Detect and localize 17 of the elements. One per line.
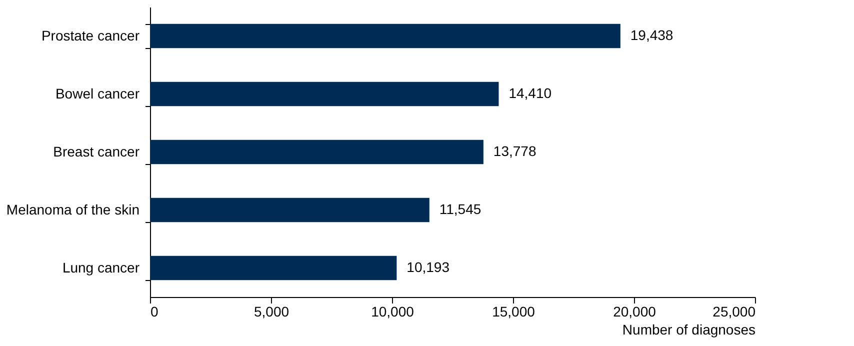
x-tick-label: 25,000: [712, 304, 756, 320]
x-tick-label: 10,000: [371, 304, 414, 320]
data-label: 10,193: [406, 259, 450, 275]
y-tick-label: Melanoma of the skin: [6, 202, 140, 218]
x-axis-title: Number of diagnoses: [622, 322, 756, 338]
x-tick-label: 5,000: [254, 304, 290, 320]
y-tick-label: Bowel cancer: [55, 86, 140, 102]
data-label: 11,545: [439, 201, 482, 217]
y-tick-label: Prostate cancer: [41, 28, 140, 44]
y-tick-label: Breast cancer: [53, 144, 140, 160]
data-label: 13,778: [493, 143, 536, 159]
data-label: 19,438: [630, 27, 674, 43]
data-label: 14,410: [508, 85, 552, 101]
x-tick-label: 20,000: [613, 304, 656, 320]
x-tick-label: 15,000: [492, 304, 536, 320]
x-tick-label: 0: [150, 304, 158, 320]
y-tick-label: Lung cancer: [62, 260, 140, 276]
